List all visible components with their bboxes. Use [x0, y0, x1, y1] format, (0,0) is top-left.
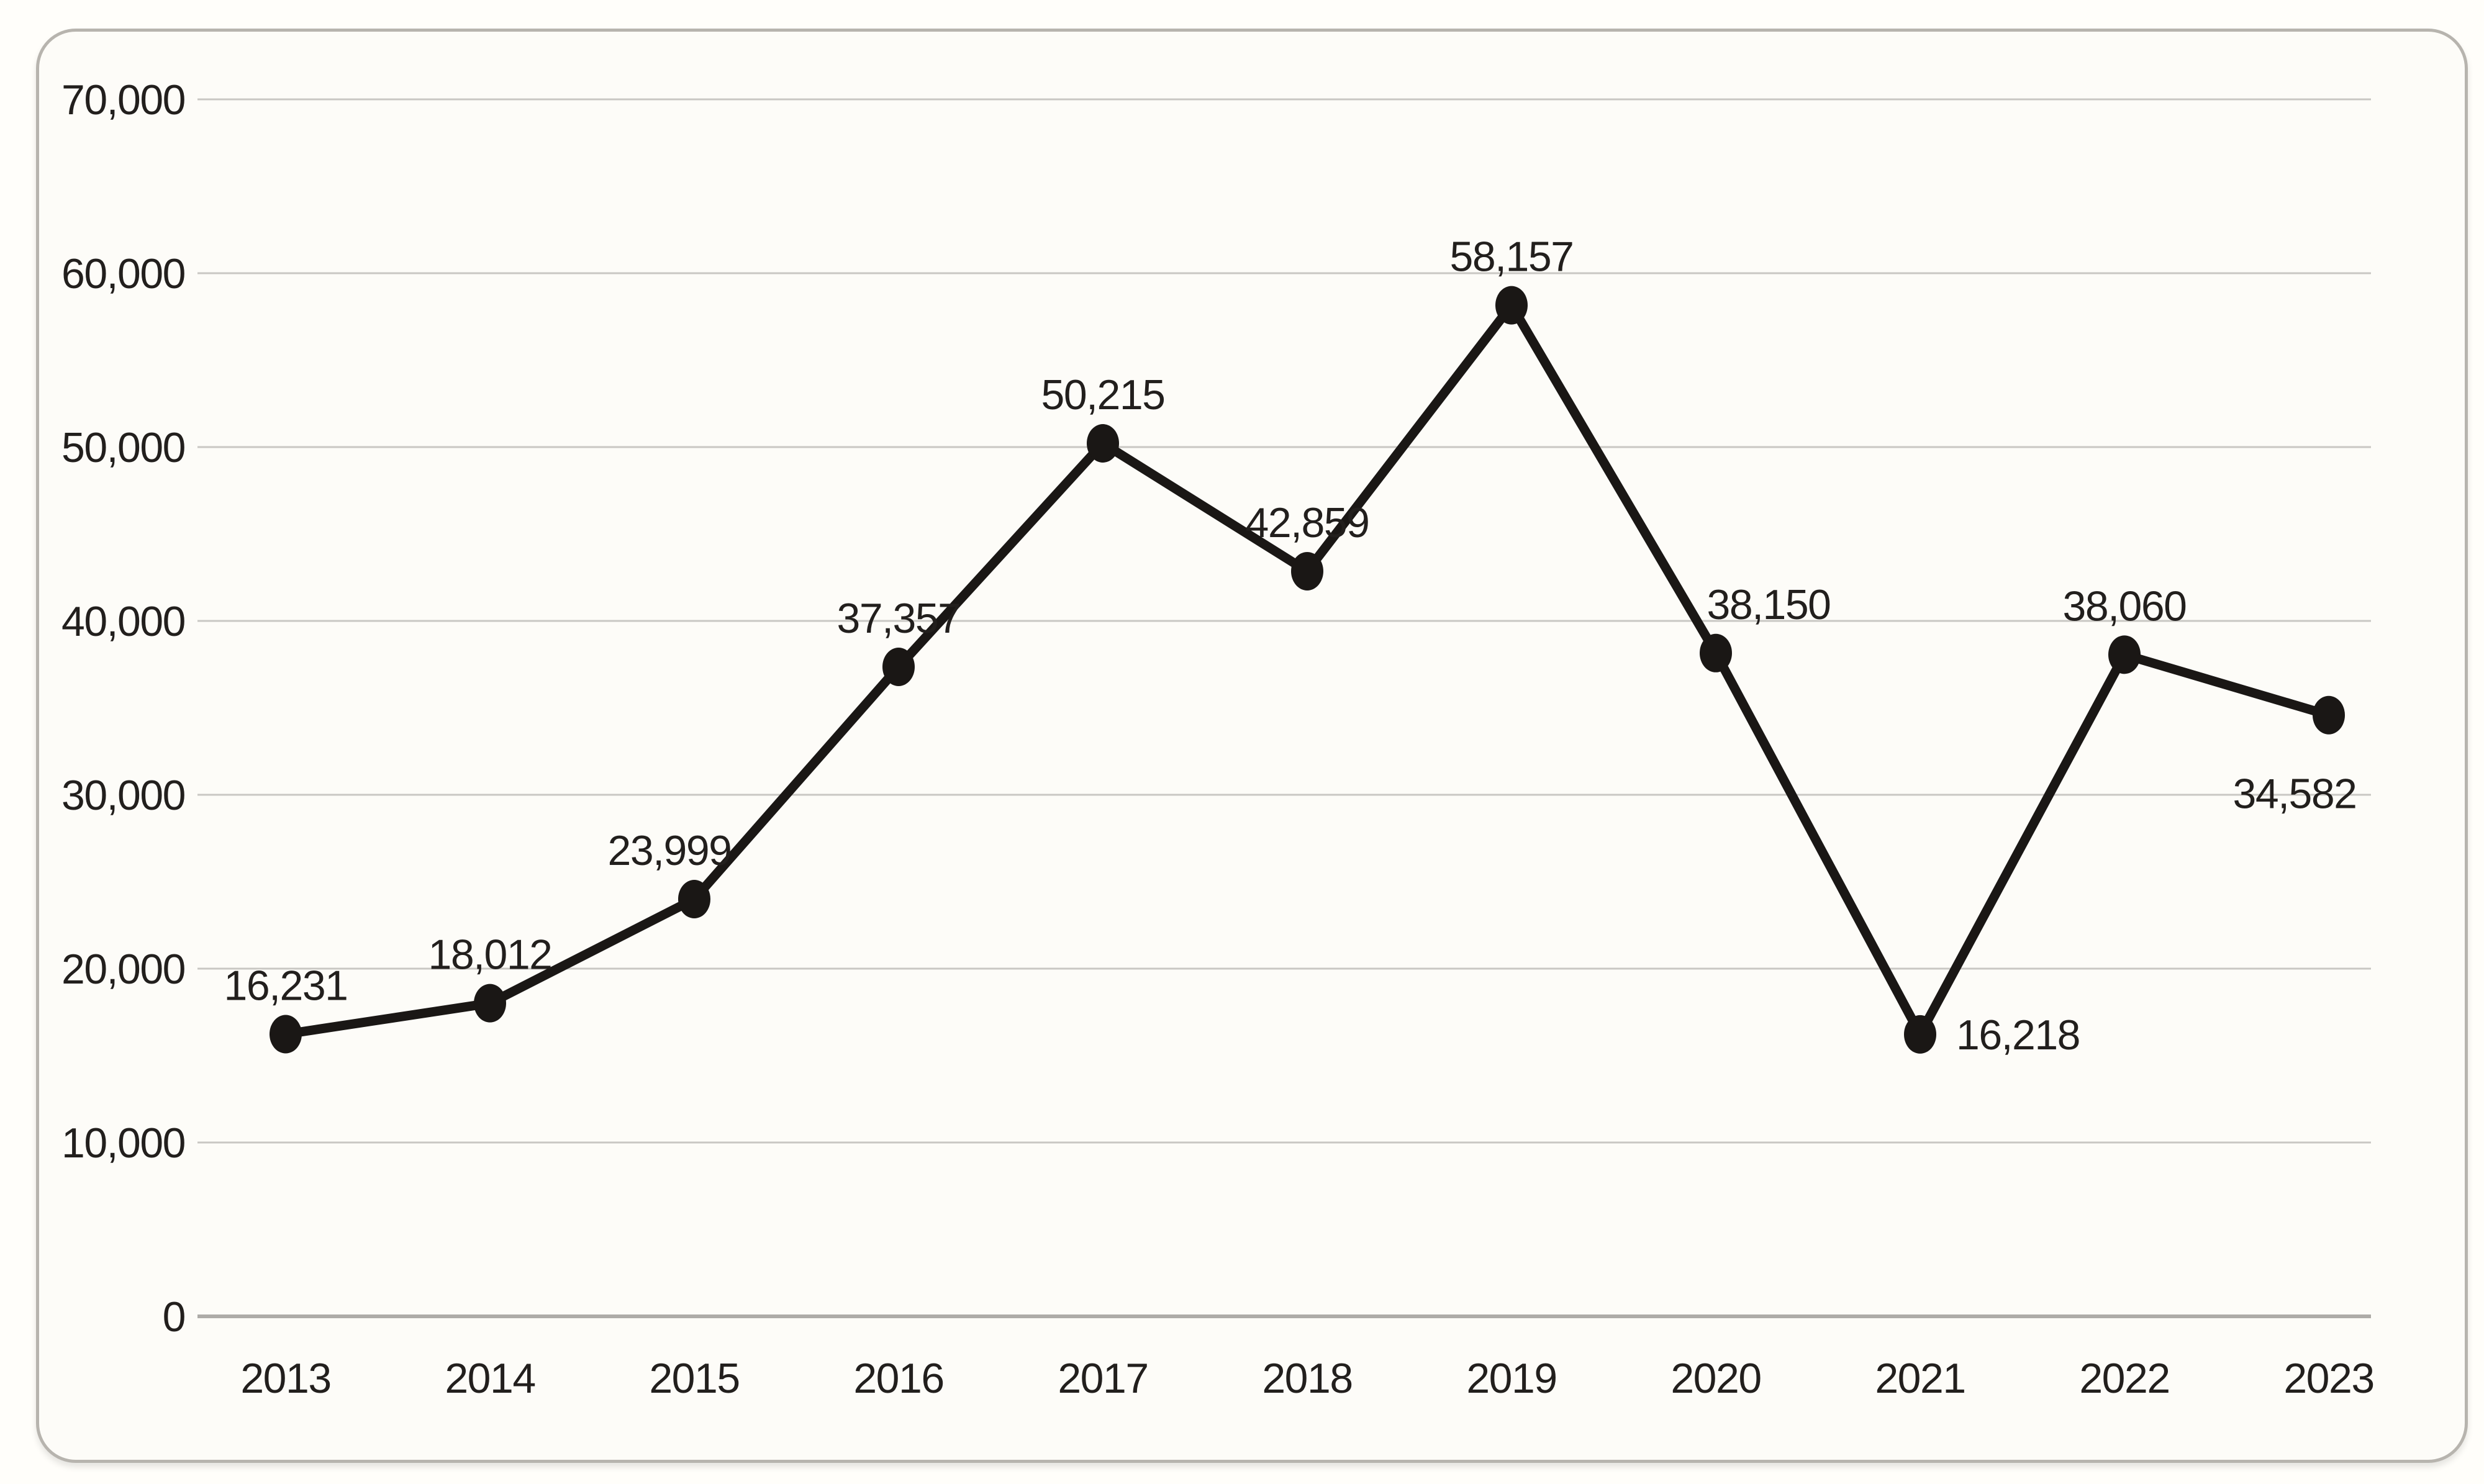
data-point-2016: [882, 648, 915, 687]
data-label-2013: 16,231: [224, 962, 348, 1010]
x-axis-label-2018: 2018: [1262, 1355, 1352, 1402]
data-point-2018: [1291, 551, 1323, 590]
data-label-2021: 16,218: [1956, 1011, 2080, 1059]
y-axis-label-70000: 70,000: [61, 76, 185, 124]
data-point-2013: [270, 1015, 302, 1054]
y-axis-label-30000: 30,000: [61, 772, 185, 819]
x-axis-label-2022: 2022: [2079, 1355, 2169, 1402]
data-point-2022: [2108, 635, 2141, 674]
x-axis-label-2014: 2014: [445, 1355, 535, 1402]
data-label-2018: 42,859: [1246, 499, 1369, 546]
data-label-2020: 38,150: [1707, 581, 1831, 628]
y-axis-label-50000: 50,000: [61, 424, 185, 471]
data-label-2015: 23,999: [608, 827, 732, 874]
y-axis-label-60000: 60,000: [61, 250, 185, 297]
x-axis-label-2013: 2013: [240, 1355, 330, 1402]
y-axis-label-40000: 40,000: [61, 598, 185, 645]
data-label-2019: 58,157: [1450, 233, 1574, 281]
x-axis-label-2017: 2017: [1058, 1355, 1148, 1402]
x-axis-label-2016: 2016: [853, 1355, 943, 1402]
y-axis-label-0: 0: [163, 1293, 185, 1341]
x-axis-label-2019: 2019: [1466, 1355, 1556, 1402]
series-line: [281, 301, 2334, 1039]
data-point-2017: [1087, 423, 1119, 463]
data-point-2014: [474, 984, 506, 1023]
chart-card: [36, 29, 2468, 1463]
data-point-2020: [1700, 633, 1732, 672]
x-axis-label-2023: 2023: [2283, 1355, 2373, 1402]
data-label-2023: 34,582: [2233, 771, 2357, 818]
data-point-2019: [1495, 286, 1528, 325]
y-axis-label-20000: 20,000: [61, 946, 185, 993]
data-point-2023: [2313, 695, 2345, 735]
data-label-2014: 18,012: [428, 931, 552, 979]
data-label-2017: 50,215: [1041, 371, 1165, 419]
x-axis-label-2020: 2020: [1670, 1355, 1761, 1402]
data-label-2022: 38,060: [2063, 582, 2187, 630]
x-axis-label-2015: 2015: [649, 1355, 739, 1402]
data-label-2016: 37,357: [837, 595, 961, 642]
data-point-2021: [1904, 1015, 1936, 1054]
x-axis-label-2021: 2021: [1875, 1355, 1965, 1402]
data-point-2015: [678, 880, 710, 919]
y-axis-label-10000: 10,000: [61, 1120, 185, 1167]
